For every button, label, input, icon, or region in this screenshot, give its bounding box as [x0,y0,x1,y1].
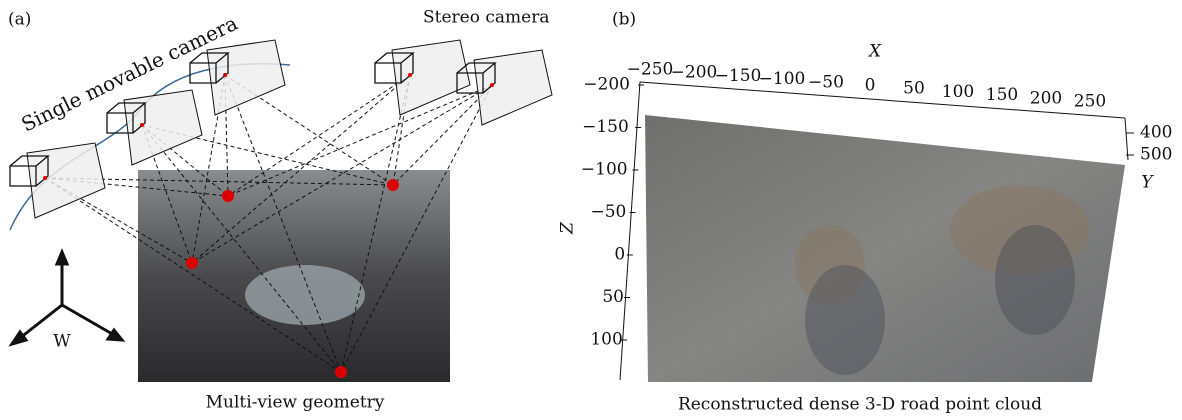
panel-label: (a) [8,10,31,30]
caption: Multi-view geometry [206,393,385,413]
x-tick-label: −150 [715,66,762,86]
z-tick-label: 100 [590,330,622,350]
x-tick-label: 50 [903,79,925,99]
z-tick-label: 0 [614,245,625,265]
puddle [245,265,365,325]
x-tick-label: −250 [627,60,674,80]
x-tick-label: 0 [865,76,876,96]
w-axes [12,252,122,344]
x-axis-title: X [867,42,882,62]
image-plane [27,143,105,218]
y-axis-title: Y [1141,173,1154,193]
z-tick-label: −100 [581,160,628,180]
y-tick-label: 400 [1140,123,1172,143]
z-tick-label: 50 [602,287,624,307]
z-axis-title: Z [558,221,578,235]
camera-center [140,123,144,127]
x-tick-label: −50 [808,72,844,92]
stereo-camera-label: Stereo camera [423,8,549,28]
y-tick-label: 500 [1140,145,1172,165]
camera-center [408,73,412,77]
image-plane [124,90,202,165]
image-plane [474,50,552,125]
z-tick-label: −200 [583,75,630,95]
x-tick-label: −100 [759,69,806,89]
image-plane [392,40,470,115]
camera-center [490,83,494,87]
x-tick-label: 250 [1074,92,1106,112]
camera-center [43,176,47,180]
figure: (a) Single movable camera Stereo camera … [0,0,1182,420]
panel-label: (b) [612,10,636,30]
camera-center [223,73,227,77]
x-tick-label: 200 [1030,88,1062,108]
x-tick-label: 100 [942,82,974,102]
x-tick-label: 150 [986,85,1018,105]
z-tick-label: −150 [582,117,629,137]
x-tick-label: −200 [671,63,718,83]
image-plane [207,40,285,115]
w-label: W [53,332,71,352]
caption: Reconstructed dense 3-D road point cloud [678,395,1042,415]
z-tick-label: −50 [591,202,627,222]
